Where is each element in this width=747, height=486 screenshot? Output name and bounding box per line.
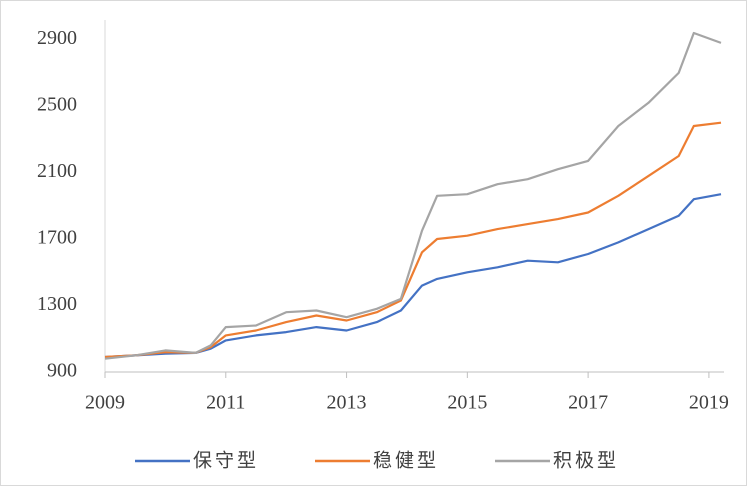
x-tick-label: 2019 xyxy=(689,392,729,414)
series-line xyxy=(104,31,722,360)
x-tick-label: 2011 xyxy=(206,392,245,414)
legend-label: 稳健型 xyxy=(373,450,439,472)
y-tick-label: 900 xyxy=(47,360,77,382)
x-tick-label: 2015 xyxy=(447,392,487,414)
y-tick-label: 1300 xyxy=(37,293,77,315)
y-tick-label: 2500 xyxy=(37,94,77,116)
series-line xyxy=(104,121,722,359)
y-tick-label: 2900 xyxy=(37,27,77,49)
legend-label: 积极型 xyxy=(553,450,619,472)
legend-label: 保守型 xyxy=(193,450,259,472)
x-tick-label: 2017 xyxy=(568,392,608,414)
y-tick-label: 2100 xyxy=(37,160,77,182)
y-tick-label: 1700 xyxy=(37,227,77,249)
x-tick-label: 2013 xyxy=(327,392,367,414)
series-line xyxy=(104,193,722,359)
x-tick-label: 2009 xyxy=(85,392,125,414)
